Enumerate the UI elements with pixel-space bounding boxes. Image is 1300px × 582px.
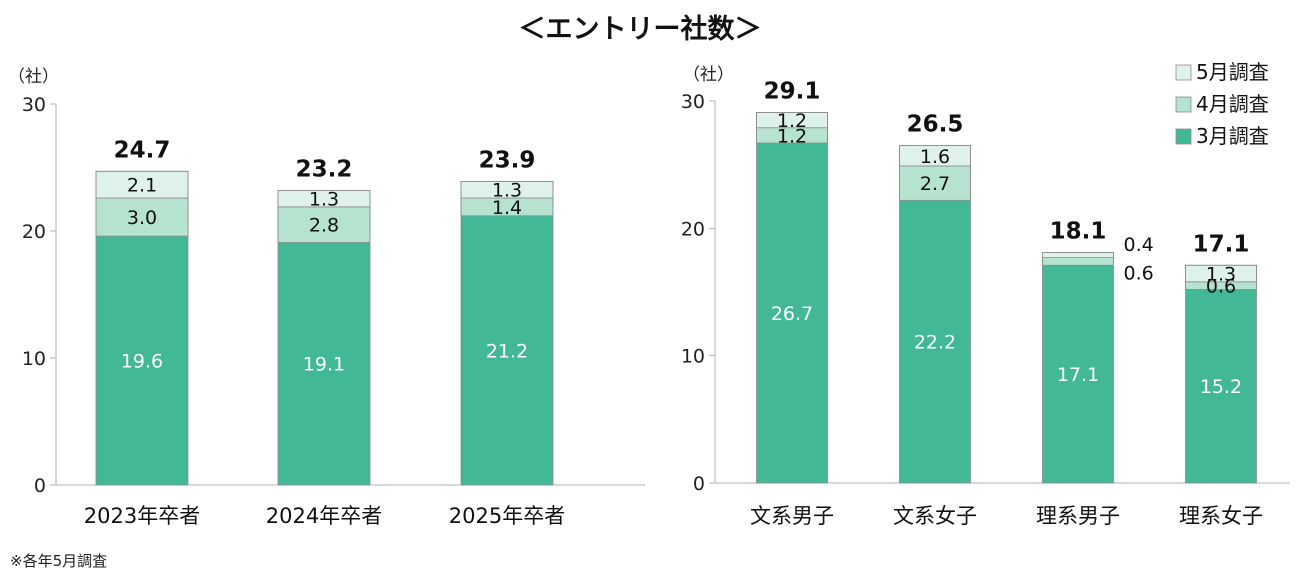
bar-segment-march [96,236,188,485]
footnote: ※各年5月調査 [10,552,107,570]
bar-total-label: 29.1 [764,78,821,104]
segment-value-label: 0.6 [1124,262,1154,284]
bar-outline [277,189,371,486]
y-axis-unit: （社） [8,67,59,87]
segment-value-label: 17.1 [1057,364,1099,386]
chart-panel-by-graduation-year: （社） 0 10 20 30 19.6 3.0 2.1 24.7 2023年卒者 19.1 2.8 1.… [8,67,645,528]
bar-outline [1042,252,1114,484]
bar-outline [899,145,971,484]
bar-outline [460,181,554,486]
legend: 5月調査 4月調査 3月調査 [1175,60,1269,148]
bar-segment-march [278,242,370,485]
x-category-label: 文系女子 [893,504,977,528]
segment-value-label: 0.4 [1124,234,1154,256]
legend-swatch [1175,96,1192,113]
segment-value-label: 1.6 [920,146,950,168]
legend-swatch [1175,128,1192,145]
segment-value-label: 2.1 [127,175,157,197]
bar-segment-march [899,200,971,483]
x-category-label: 2024年卒者 [266,504,382,528]
segment-value-label: 2.7 [920,173,950,195]
legend-label: 3月調査 [1196,124,1269,148]
segment-value-label: 19.1 [303,354,345,376]
segment-value-label: 3.0 [127,207,157,229]
bar-segment-march [756,143,828,483]
segment-value-label: 1.2 [777,110,807,132]
bar-segment-march [1042,265,1114,483]
bar-segment-may [1042,252,1114,259]
segment-value-label: 1.2 [777,125,807,147]
segment-value-label: 2.8 [309,215,339,237]
bar-segment-april [277,206,371,243]
segment-value-label: 19.6 [121,351,163,373]
bar-total-label: 23.9 [479,147,536,173]
segment-value-label: 0.6 [1206,276,1236,298]
segment-value-label: 22.2 [914,332,956,354]
segment-value-label: 1.3 [1206,264,1236,286]
y-tick-label: 0 [693,473,705,495]
segment-value-label: 26.7 [771,303,813,325]
x-category-label: 2025年卒者 [449,504,565,528]
y-axis-unit: （社） [683,65,734,85]
legend-label: 4月調査 [1196,92,1269,116]
bar-outline [1185,264,1257,484]
bar-segment-march [1185,289,1257,483]
y-tick-label: 30 [681,91,705,113]
bar-total-label: 24.7 [114,137,171,163]
segment-value-label: 15.2 [1200,376,1242,398]
chart-panel-by-major-and-gender: （社） 0 10 20 30 26.7 1.21.2 29.1 文系男子 22.2 2.7 1.6 26… [681,65,1290,528]
y-tick-label: 30 [22,94,46,116]
x-category-label: 2023年卒者 [84,504,200,528]
legend-label: 5月調査 [1196,60,1269,84]
bar-total-label: 23.2 [296,156,353,182]
y-tick-label: 10 [22,348,46,370]
segment-value-label: 1.3 [492,180,522,202]
segment-value-label: 21.2 [486,340,528,362]
y-tick-label: 20 [681,218,705,240]
bar-total-label: 26.5 [907,112,964,138]
segment-value-label: 1.3 [309,189,339,211]
y-tick-label: 10 [681,346,705,368]
bar-outline [95,170,189,486]
x-category-label: 理系男子 [1036,504,1120,528]
bar-total-label: 17.1 [1193,231,1250,257]
x-category-label: 文系男子 [750,504,834,528]
bar-segment-march [461,215,553,485]
bar-segment-april [899,165,971,201]
bar-total-label: 18.1 [1050,219,1107,245]
bar-outline [756,112,828,484]
segment-value-label: 1.4 [492,197,522,219]
legend-swatch [1175,64,1192,81]
bar-segment-april [1042,257,1114,266]
x-category-label: 理系女子 [1179,504,1263,528]
y-tick-label: 20 [22,221,46,243]
y-tick-label: 0 [34,475,46,497]
chart-title: ＜エントリー社数＞ [519,13,762,45]
